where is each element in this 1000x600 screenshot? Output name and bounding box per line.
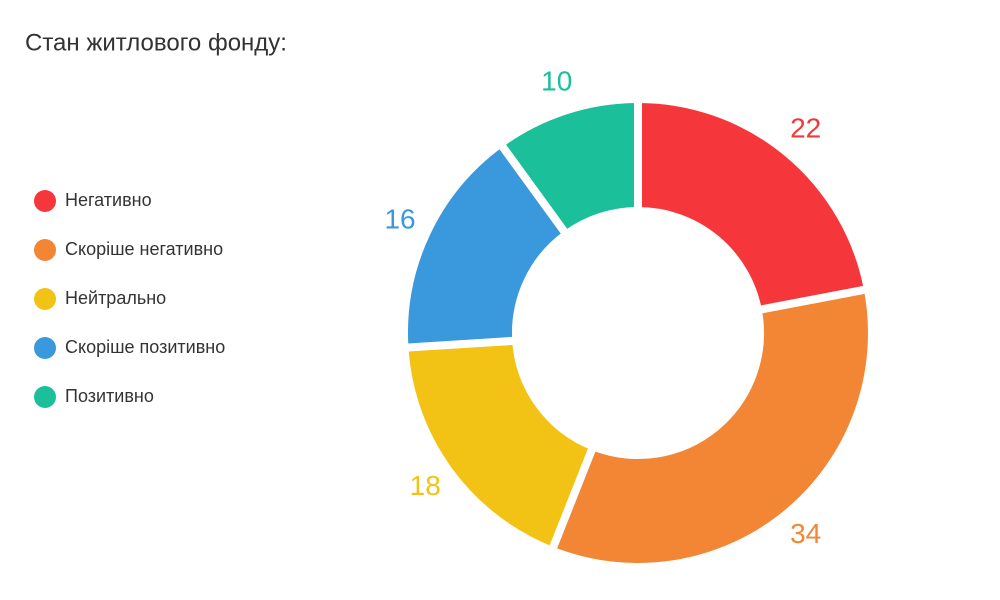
legend-marker (34, 288, 56, 310)
legend-marker (34, 239, 56, 261)
legend-label: Нейтрально (65, 288, 166, 308)
data-label: 34 (790, 518, 821, 549)
legend-marker (34, 337, 56, 359)
legend-label: Скоріше позитивно (65, 337, 225, 357)
chart-title: Стан житлового фонду: (25, 29, 287, 56)
legend-marker (34, 190, 56, 212)
data-label: 10 (541, 65, 572, 96)
donut-segment (400, 138, 572, 352)
donut-segment (634, 94, 873, 315)
legend-label: Негативно (65, 190, 152, 210)
data-label: 16 (384, 203, 415, 234)
data-label: 18 (410, 470, 441, 501)
legend-label: Скоріше негативно (65, 239, 223, 259)
donut-segment (400, 336, 599, 556)
donut-segment (494, 94, 642, 240)
legend-label: Позитивно (65, 386, 154, 406)
data-label: 22 (790, 113, 821, 144)
legend-marker (34, 386, 56, 408)
donut-segment (546, 284, 876, 571)
